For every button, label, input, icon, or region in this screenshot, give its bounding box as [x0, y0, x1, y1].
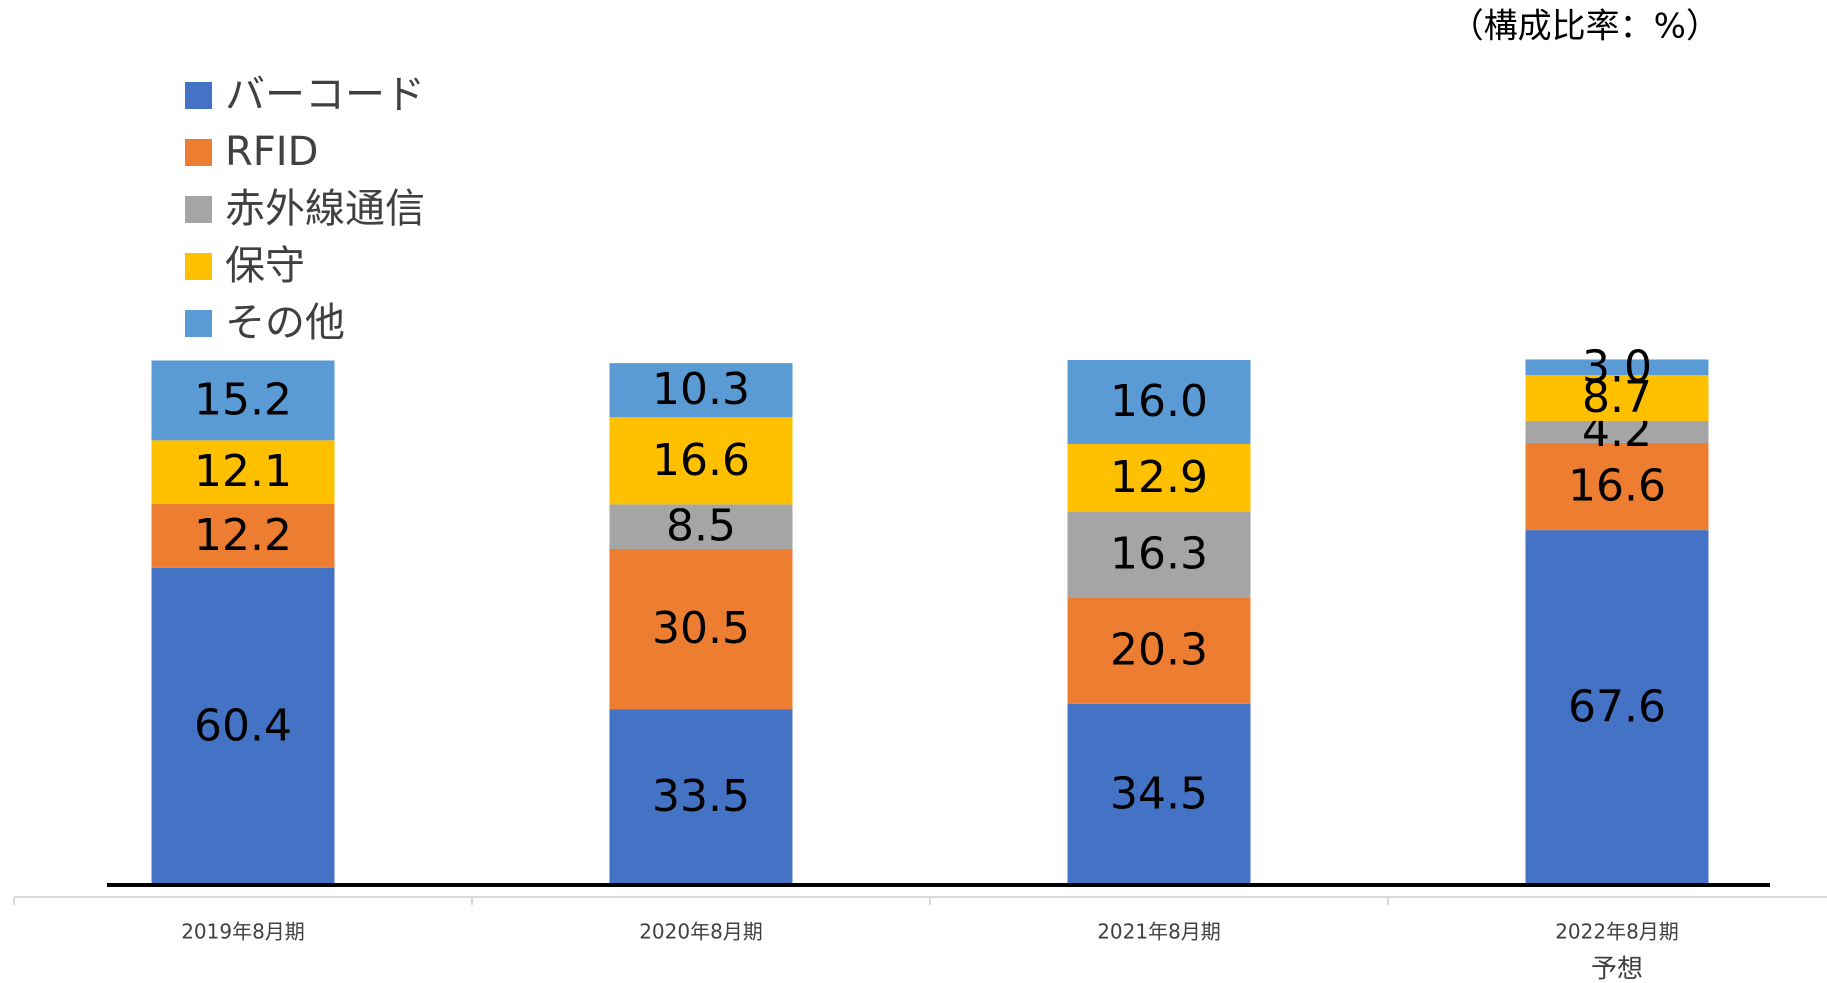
value-label: 16.6 [1568, 461, 1666, 512]
unit-label: （構成比率：%） [1450, 7, 1720, 47]
value-label: 67.6 [1568, 682, 1666, 733]
bar-segment [1067, 360, 1251, 444]
value-label: 8.5 [666, 501, 736, 552]
value-label: 20.3 [1110, 625, 1208, 676]
bar-segment [151, 440, 335, 504]
value-label: 16.6 [652, 435, 750, 486]
legend-label: 赤外線通信 [225, 186, 425, 232]
bar-segment [609, 504, 793, 549]
legend-swatch [185, 196, 212, 223]
legend-label: その他 [225, 300, 345, 346]
value-label: 12.2 [194, 510, 292, 561]
x-tick-label: 2021年8月期 [1097, 920, 1221, 944]
value-label: 12.1 [194, 446, 292, 497]
bar-segment [609, 363, 793, 418]
legend-label: バーコード [225, 72, 425, 118]
bar-segment [1525, 375, 1709, 421]
value-label: 60.4 [194, 700, 292, 751]
bar-segment [1067, 597, 1251, 704]
bar-segment [609, 417, 793, 505]
value-label: 16.0 [1110, 376, 1208, 427]
annotation: 予想 [1591, 955, 1643, 983]
value-label: 8.7 [1582, 372, 1652, 423]
legend-swatch [185, 253, 212, 280]
x-tick-label: 2022年8月期 [1555, 920, 1679, 944]
bar-segment [1525, 420, 1709, 443]
value-label: 15.2 [194, 374, 292, 425]
bar-segment [1525, 530, 1709, 885]
legend-swatch [185, 310, 212, 337]
value-label: 16.3 [1110, 529, 1208, 580]
value-label: 12.9 [1110, 452, 1208, 503]
bar-segment [151, 503, 335, 568]
bar-segment [1067, 444, 1251, 512]
value-label: 30.5 [652, 603, 750, 654]
bar-segment [1525, 359, 1709, 376]
legend-label: RFID [225, 129, 318, 175]
x-tick-label: 2020年8月期 [639, 920, 763, 944]
bar-segment [1067, 703, 1251, 885]
legend-swatch [185, 139, 212, 166]
bar-segment [151, 360, 335, 441]
value-label: 34.5 [1110, 768, 1208, 819]
bar-segment [609, 709, 793, 885]
legend-swatch [185, 82, 212, 109]
legend-label: 保守 [225, 243, 305, 289]
value-label: 10.3 [652, 364, 750, 415]
value-label: 3.0 [1582, 341, 1652, 392]
bar-segment [151, 567, 335, 885]
bar-segment [609, 549, 793, 710]
bar-segment [1067, 511, 1251, 598]
x-tick-label: 2019年8月期 [181, 920, 305, 944]
value-label: 33.5 [652, 771, 750, 822]
bar-segment [1525, 442, 1709, 531]
